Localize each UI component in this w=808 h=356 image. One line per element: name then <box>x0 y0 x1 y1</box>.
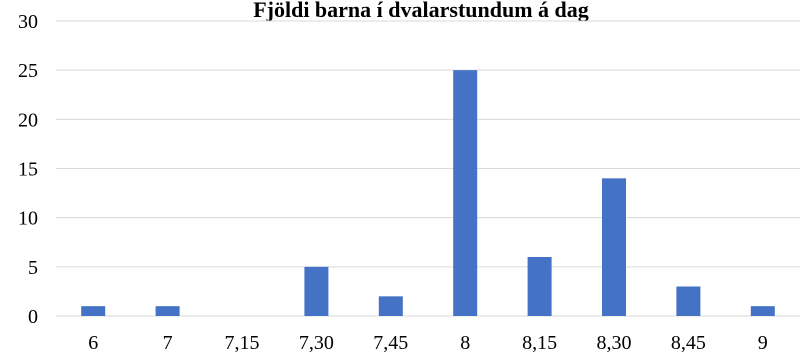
x-tick-label: 8,30 <box>597 332 632 354</box>
y-axis-ticks: 0 5 10 15 20 25 30 <box>18 11 38 328</box>
y-tick-label: 15 <box>18 159 38 181</box>
bar <box>81 306 106 316</box>
bar <box>750 306 775 316</box>
y-tick-label: 5 <box>28 257 38 279</box>
bars <box>81 70 775 317</box>
bar <box>304 266 329 316</box>
x-tick-label: 7,30 <box>299 332 334 354</box>
y-tick-label: 25 <box>18 60 38 82</box>
y-tick-label: 0 <box>28 306 38 328</box>
x-tick-label: 7,15 <box>225 332 260 354</box>
x-tick-label: 8 <box>460 332 470 354</box>
chart-title: Fjöldi barna í dvalarstundum á dag <box>253 0 589 22</box>
bar <box>676 286 701 316</box>
x-tick-label: 6 <box>88 332 98 354</box>
bar <box>527 257 552 316</box>
bar <box>155 306 180 316</box>
x-tick-label: 7 <box>163 332 173 354</box>
y-tick-label: 10 <box>18 208 38 230</box>
y-tick-label: 30 <box>18 11 38 33</box>
x-tick-label: 8,15 <box>522 332 557 354</box>
x-tick-label: 9 <box>758 332 768 354</box>
x-axis-ticks: 6 7 7,15 7,30 7,45 8 8,15 8,30 8,45 9 <box>88 332 768 354</box>
bar <box>453 70 478 317</box>
bar <box>378 296 403 316</box>
x-tick-label: 8,45 <box>671 332 706 354</box>
x-tick-label: 7,45 <box>373 332 408 354</box>
y-tick-label: 20 <box>18 109 38 131</box>
gridlines <box>56 20 800 317</box>
bar <box>602 178 626 316</box>
